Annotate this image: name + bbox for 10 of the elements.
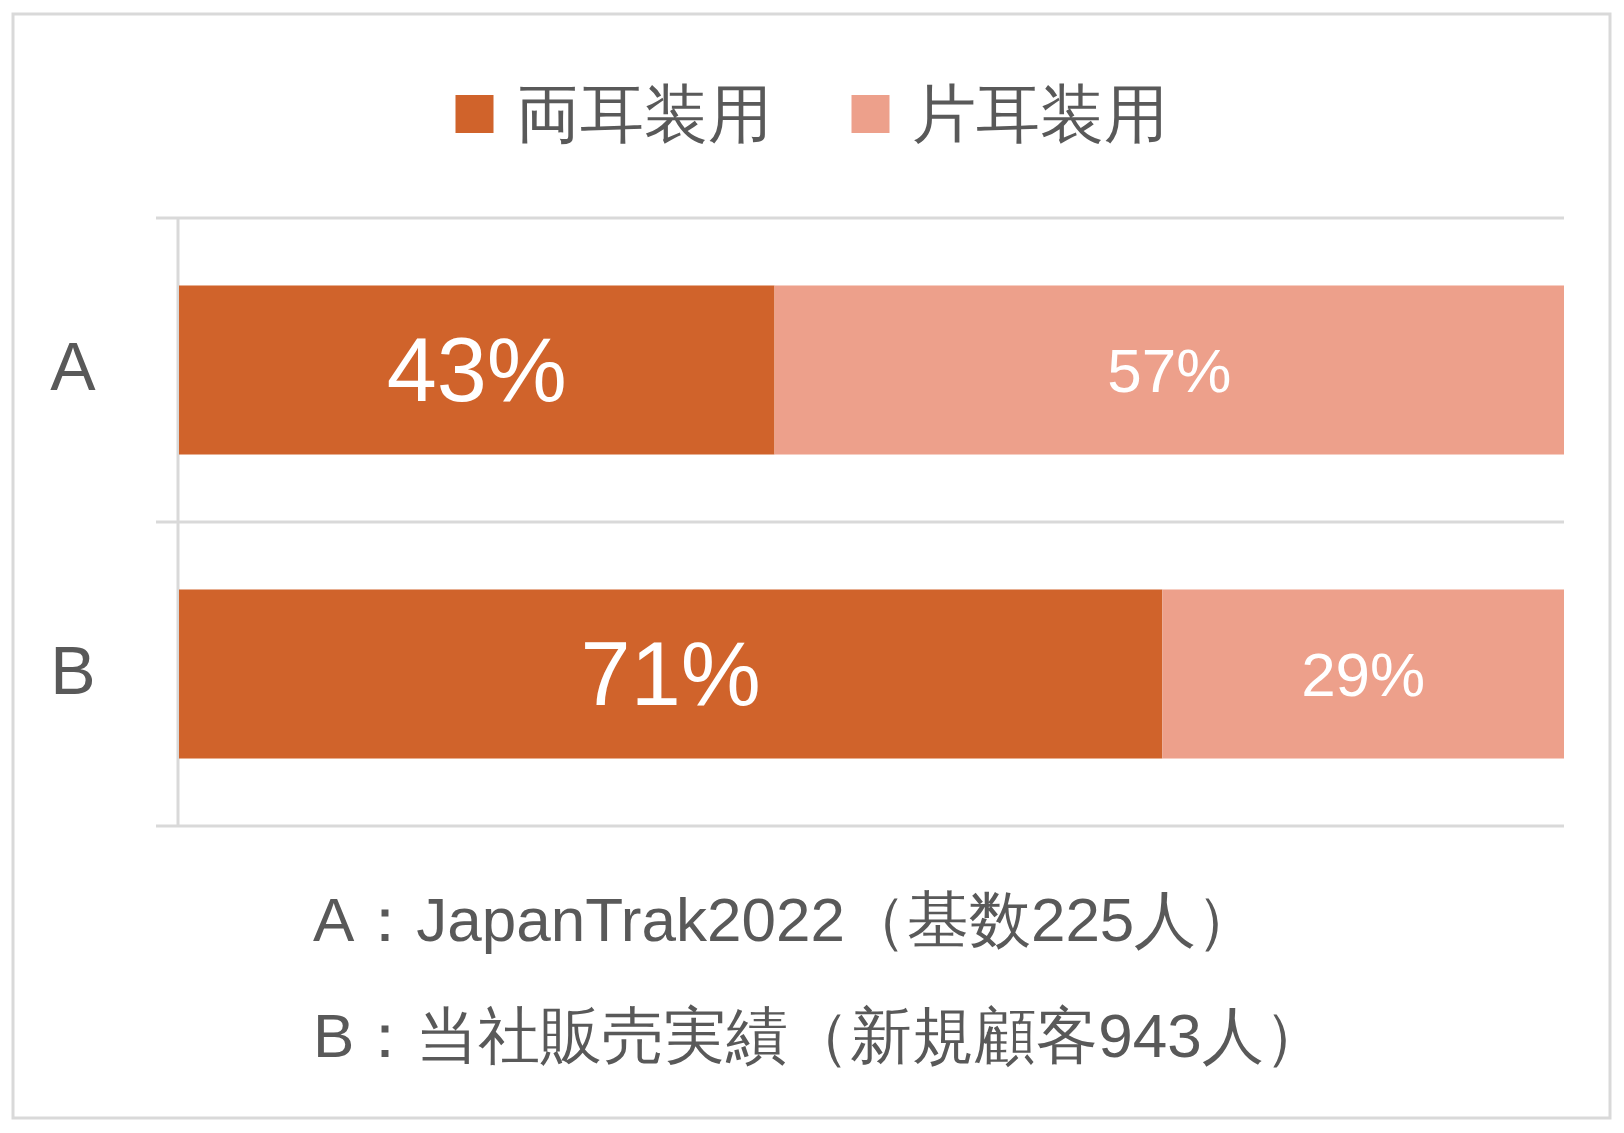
y-tick-label: A — [50, 328, 97, 404]
text: A：JapanTrak2022（基数225人） — [313, 885, 1259, 954]
legend-label: 両耳装用 — [515, 78, 772, 150]
y-tick-label: B — [50, 632, 96, 708]
data-label: 71% — [580, 624, 761, 724]
data-label: 43% — [386, 320, 567, 420]
legend-label: 片耳装用 — [911, 78, 1168, 150]
data-label: 57% — [1107, 335, 1232, 405]
text: B：当社販売実績（新規顧客943人） — [313, 1001, 1326, 1070]
data-label: 29% — [1301, 639, 1426, 709]
